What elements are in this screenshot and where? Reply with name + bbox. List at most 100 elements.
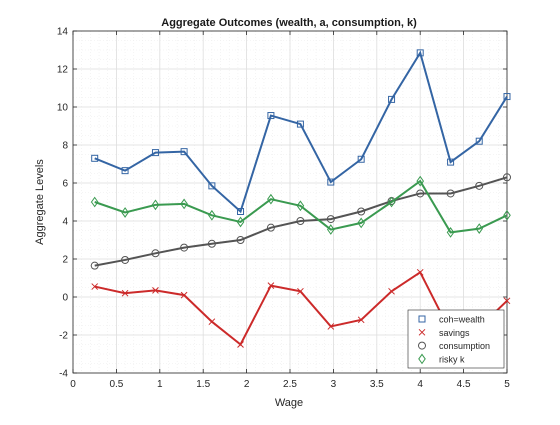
data-point xyxy=(446,227,455,238)
data-point xyxy=(121,167,129,175)
x-tick-label: 2 xyxy=(244,379,250,390)
legend-marker xyxy=(418,353,426,365)
data-point xyxy=(447,158,455,166)
legend-box xyxy=(407,309,505,369)
data-point xyxy=(388,95,396,103)
legend-marker xyxy=(418,328,426,336)
x-tick-label: 1 xyxy=(157,379,163,390)
data-point xyxy=(267,112,275,120)
series-line xyxy=(94,50,508,214)
data-point xyxy=(151,199,160,211)
x-tick-label: 3 xyxy=(331,379,337,390)
y-tick-label: 4 xyxy=(62,217,68,228)
data-point xyxy=(91,283,99,290)
data-point xyxy=(180,291,188,299)
data-point xyxy=(91,154,99,162)
data-point xyxy=(267,282,275,289)
series-line xyxy=(94,179,508,234)
data-point xyxy=(503,209,511,221)
data-point xyxy=(387,196,396,208)
data-point xyxy=(208,182,216,190)
data-point xyxy=(357,207,366,216)
data-point xyxy=(296,120,304,128)
x-tick-label: 1.5 xyxy=(196,379,210,390)
data-point xyxy=(326,215,335,224)
legend: coh=wealth savings consumption risky k xyxy=(407,309,505,369)
data-point xyxy=(236,236,245,244)
data-point xyxy=(180,198,188,210)
data-point xyxy=(357,217,365,229)
data-point xyxy=(180,148,188,156)
y-tick-label: 6 xyxy=(62,179,68,190)
data-point xyxy=(475,137,483,145)
series-consumption xyxy=(90,173,511,270)
data-point xyxy=(326,224,335,235)
data-point xyxy=(388,287,395,295)
data-point xyxy=(207,239,216,248)
data-point xyxy=(151,249,160,258)
x-tick-label: 0.5 xyxy=(109,379,123,390)
data-point xyxy=(503,297,511,305)
data-point xyxy=(266,223,275,232)
data-point xyxy=(296,200,305,212)
y-tick-label: 8 xyxy=(62,141,68,152)
x-tick-label: 0 xyxy=(70,379,76,390)
y-tick-label: 10 xyxy=(57,103,69,114)
data-point xyxy=(121,289,129,297)
data-point xyxy=(121,255,130,264)
data-point xyxy=(416,49,424,57)
data-point xyxy=(327,178,335,186)
legend-label: coh=wealth xyxy=(439,315,485,325)
data-point xyxy=(121,207,129,218)
series-line xyxy=(94,176,508,267)
x-tick-label: 4.5 xyxy=(457,379,471,390)
legend-marker xyxy=(418,315,426,323)
y-axis-label: Aggregate Levels xyxy=(34,159,46,245)
y-tick-label: 2 xyxy=(62,255,68,266)
data-point xyxy=(503,93,511,101)
grid: 0 0.5 1 1.5 2 2.5 3 3.5 4 4.5 5 -4 -2 0 2 4 6 8 10 12 14 xyxy=(57,27,510,391)
data-point xyxy=(90,261,99,270)
data-point xyxy=(237,341,244,348)
chart-title: Aggregate Outcomes (wealth, a, consumpti… xyxy=(161,17,417,29)
legend-marker xyxy=(418,341,426,350)
x-axis-label: Wage xyxy=(275,397,303,409)
data-point xyxy=(151,149,159,157)
data-point xyxy=(416,189,425,198)
y-tick-label: 14 xyxy=(57,27,69,38)
x-tick-label: 2.5 xyxy=(283,379,297,390)
y-tick-label: 0 xyxy=(62,293,68,304)
data-point xyxy=(357,316,365,324)
data-point xyxy=(236,216,245,228)
y-tick-label: -2 xyxy=(59,331,68,342)
data-point xyxy=(475,181,484,190)
data-point xyxy=(475,223,484,234)
x-tick-label: 4 xyxy=(417,379,423,390)
legend-label: risky k xyxy=(439,354,465,364)
series-risky-k xyxy=(90,175,511,238)
x-tick-label: 3.5 xyxy=(370,379,384,390)
data-point xyxy=(90,196,99,208)
data-point xyxy=(267,193,275,205)
data-point xyxy=(503,173,511,182)
data-point xyxy=(180,243,189,252)
y-tick-label: 12 xyxy=(57,65,69,76)
y-tick-label: -4 xyxy=(59,369,68,380)
legend-label: savings xyxy=(439,328,470,338)
data-point xyxy=(357,155,365,163)
data-point xyxy=(237,208,245,215)
data-point xyxy=(297,287,304,295)
data-point xyxy=(416,175,425,187)
x-tick-label: 5 xyxy=(504,379,510,390)
data-point xyxy=(327,323,335,330)
data-point xyxy=(446,189,455,198)
data-point xyxy=(208,209,216,221)
legend-label: consumption xyxy=(439,341,490,351)
data-point xyxy=(152,286,159,294)
series-coh-wealth xyxy=(91,49,511,215)
data-point xyxy=(208,318,216,326)
data-point xyxy=(296,217,305,225)
data-point xyxy=(416,268,424,276)
